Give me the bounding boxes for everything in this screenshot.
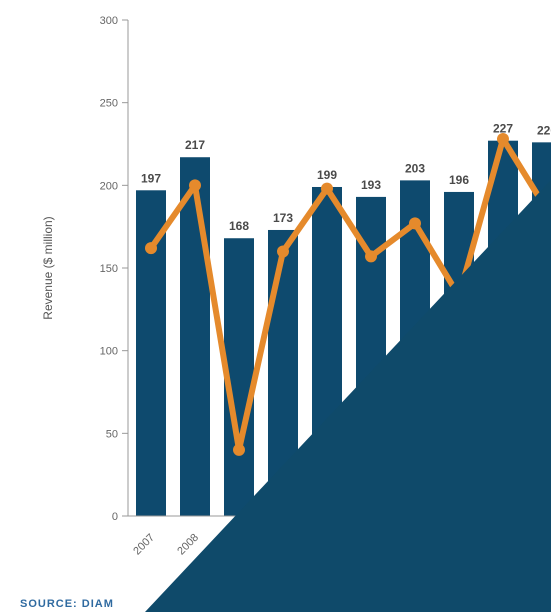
line-point xyxy=(145,242,157,255)
y-tick-label: 100 xyxy=(100,346,118,358)
y-tick-label: 50 xyxy=(106,428,118,440)
line-point xyxy=(277,245,289,258)
y-axis: 0 50 100 150 200 250 300 xyxy=(100,15,129,523)
bar xyxy=(180,157,210,516)
line-point xyxy=(365,250,377,263)
bar-data-label: 226 xyxy=(537,123,551,137)
bar-data-label: 193 xyxy=(361,178,381,192)
bar-data-label: 196 xyxy=(449,173,469,187)
bar xyxy=(136,190,166,516)
bar-data-label: 217 xyxy=(185,138,205,152)
line-point xyxy=(233,443,245,456)
y-tick-label: 0 xyxy=(112,511,118,523)
x-tick-label: 2007 xyxy=(131,532,157,558)
bar-data-label: 168 xyxy=(229,219,249,233)
y-tick-label: 150 xyxy=(100,263,118,275)
line-point xyxy=(497,133,509,146)
y-axis-title: Revenue ($ million) xyxy=(41,216,55,319)
line-point xyxy=(189,179,201,192)
y-tick-label: 200 xyxy=(100,180,118,192)
bar-data-label: 199 xyxy=(317,168,337,182)
bar-data-label: 173 xyxy=(273,211,293,225)
source-note: SOURCE: DIAM xyxy=(20,598,114,610)
y-tick-label: 300 xyxy=(100,15,118,27)
bar-data-label: 197 xyxy=(141,171,161,185)
bar-data-label: 203 xyxy=(405,161,425,175)
line-point xyxy=(321,182,333,195)
x-tick-label: 2008 xyxy=(175,532,201,558)
line-point xyxy=(409,217,421,230)
bar-data-label: 227 xyxy=(493,122,513,136)
corner-overlay xyxy=(145,180,551,612)
y-tick-label: 250 xyxy=(100,98,118,110)
